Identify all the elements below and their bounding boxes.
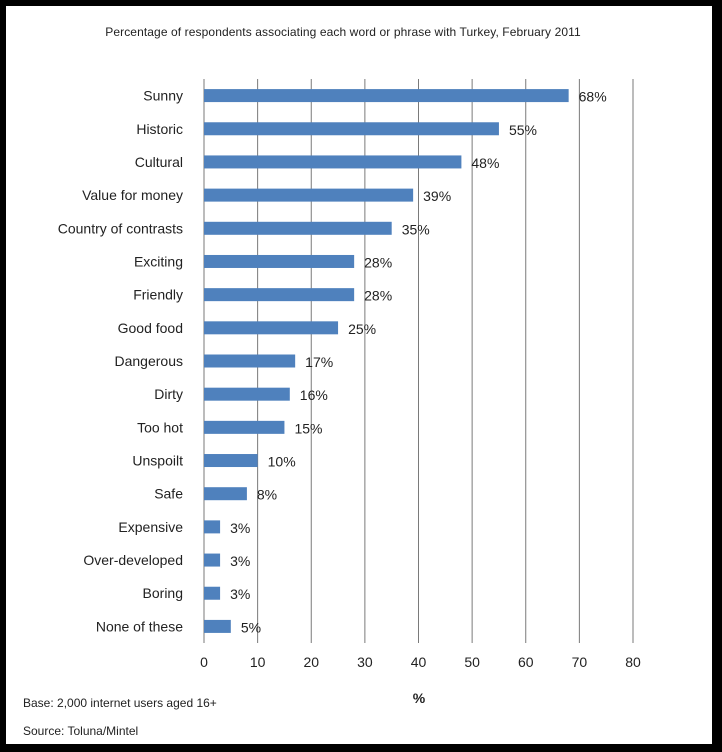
value-label: 16%: [300, 387, 328, 403]
category-label: Sunny: [143, 88, 183, 104]
category-label: Country of contrasts: [58, 220, 183, 236]
bars: [204, 89, 569, 633]
bar: [204, 586, 221, 600]
value-label: 35%: [402, 221, 430, 237]
bar: [204, 420, 285, 434]
value-label: 3%: [230, 520, 250, 536]
value-label: 5%: [241, 619, 261, 635]
category-label: Too hot: [137, 419, 183, 435]
category-label: Over-developed: [83, 552, 183, 568]
value-label: 3%: [230, 553, 250, 569]
value-label: 68%: [579, 89, 607, 105]
x-tick-label: 30: [357, 654, 373, 670]
bar: [204, 387, 290, 401]
x-tick-labels: 0 10 20 30 40 50 60 70 80: [200, 654, 641, 670]
bar: [204, 122, 499, 136]
bar: [204, 553, 221, 567]
x-tick-label: 40: [411, 654, 427, 670]
source-note: Source: Toluna/Mintel: [23, 724, 138, 738]
bar-chart: Percentage of respondents associating ea…: [23, 25, 641, 738]
bar: [204, 89, 569, 103]
bar: [204, 520, 221, 534]
value-label: 10%: [268, 454, 296, 470]
x-tick-label: 80: [625, 654, 641, 670]
x-tick-label: 20: [303, 654, 319, 670]
category-label: Good food: [118, 320, 183, 336]
bar: [204, 221, 392, 235]
value-label: 48%: [471, 155, 499, 171]
category-label: Historic: [136, 121, 183, 137]
category-label: Expensive: [118, 519, 183, 535]
chart-frame: Percentage of respondents associating ea…: [6, 6, 712, 744]
x-tick-label: 60: [518, 654, 534, 670]
value-label: 25%: [348, 321, 376, 337]
value-label: 28%: [364, 288, 392, 304]
bar: [204, 254, 355, 268]
value-label: 39%: [423, 188, 451, 204]
x-axis-label: %: [413, 690, 426, 706]
category-label: Boring: [143, 585, 183, 601]
bar: [204, 454, 258, 468]
base-note: Base: 2,000 internet users aged 16+: [23, 696, 217, 710]
category-label: Dirty: [154, 386, 183, 402]
value-label: 55%: [509, 122, 537, 138]
category-label: None of these: [96, 618, 183, 634]
category-label: Cultural: [135, 154, 183, 170]
value-labels: 68% 55% 48% 39% 35% 28% 28% 25% 17% 16% 15% 10% 8% 3%…: [230, 89, 607, 636]
x-tick-label: 70: [572, 654, 588, 670]
category-labels: Sunny Historic Cultural Value for money Coun…: [58, 88, 183, 635]
value-label: 28%: [364, 254, 392, 270]
bar: [204, 487, 247, 501]
x-tick-label: 50: [464, 654, 480, 670]
bar: [204, 288, 355, 302]
bar: [204, 188, 414, 202]
category-label: Safe: [154, 486, 183, 502]
x-tick-label: 0: [200, 654, 208, 670]
category-label: Value for money: [82, 187, 183, 203]
x-tick-label: 10: [250, 654, 266, 670]
value-label: 17%: [305, 354, 333, 370]
category-label: Unspoilt: [132, 453, 183, 469]
category-label: Friendly: [133, 287, 183, 303]
bar: [204, 321, 339, 335]
category-label: Exciting: [134, 253, 183, 269]
value-label: 3%: [230, 586, 250, 602]
value-label: 15%: [294, 420, 322, 436]
grid-lines: [203, 79, 634, 643]
chart-title: Percentage of respondents associating ea…: [105, 25, 581, 39]
bar: [204, 619, 231, 633]
category-label: Dangerous: [115, 353, 184, 369]
value-label: 8%: [257, 487, 277, 503]
bar: [204, 354, 296, 368]
bar: [204, 155, 462, 169]
